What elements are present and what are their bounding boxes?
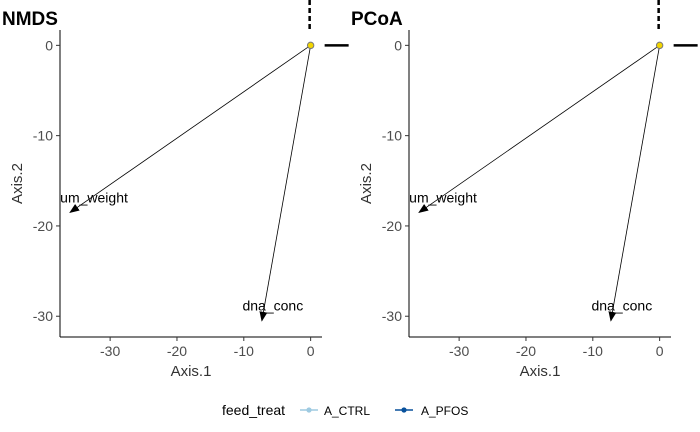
x-axis-title: Axis.1 bbox=[171, 363, 212, 380]
panel-title: NMDS bbox=[2, 9, 58, 30]
x-tick-label: 0 bbox=[307, 343, 315, 359]
panel-pcoa: PCoA -30 -20 -10 0 0 -10 -20 -30 Axis.1 Axis.2 um_w… bbox=[351, 0, 698, 380]
vector-label-um-weight: um_weight bbox=[60, 189, 128, 205]
vector-label-dna-conc: dna_conc bbox=[591, 298, 652, 314]
vector-arrow-dna-conc bbox=[259, 45, 312, 322]
y-tick-label: -20 bbox=[33, 218, 53, 234]
centroid-point bbox=[655, 41, 664, 50]
legend-item-a-ctrl: A_CTRL bbox=[300, 404, 370, 418]
vector-arrow-um-weight bbox=[418, 45, 660, 213]
y-tick-label: -30 bbox=[382, 308, 402, 324]
y-tick-label: -20 bbox=[382, 218, 402, 234]
x-tick-label: -20 bbox=[516, 343, 536, 359]
legend-item-a-pfos: A_PFOS bbox=[395, 404, 468, 418]
x-tick-label: 0 bbox=[656, 343, 664, 359]
vector-label-dna-conc: dna_conc bbox=[242, 298, 303, 314]
y-tick-label: 0 bbox=[394, 37, 402, 53]
vector-arrow-um-weight bbox=[69, 45, 311, 213]
x-axis-title: Axis.1 bbox=[520, 363, 561, 380]
legend-label-a-pfos: A_PFOS bbox=[421, 404, 468, 418]
legend-key-a-ctrl bbox=[306, 407, 312, 413]
x-tick-label: -30 bbox=[449, 343, 469, 359]
y-axis-title: Axis.2 bbox=[9, 163, 26, 204]
x-tick-label: -10 bbox=[583, 343, 603, 359]
legend: feed_treat A_CTRL A_PFOS bbox=[222, 402, 468, 418]
x-tick-label: -10 bbox=[234, 343, 254, 359]
y-tick-label: -10 bbox=[382, 128, 402, 144]
legend-label-a-ctrl: A_CTRL bbox=[324, 404, 370, 418]
y-tick-label: 0 bbox=[45, 37, 53, 53]
x-tick-label: -20 bbox=[167, 343, 187, 359]
legend-key-a-pfos bbox=[401, 407, 407, 413]
centroid-point bbox=[306, 41, 315, 50]
y-tick-label: -30 bbox=[33, 308, 53, 324]
panel-nmds: NMDS -30 -20 -10 0 0 -10 -20 -30 Axis.1 Axis.2 um_w… bbox=[2, 0, 349, 380]
x-tick-label: -30 bbox=[100, 343, 120, 359]
y-tick-label: -10 bbox=[33, 128, 53, 144]
vector-label-um-weight: um_weight bbox=[409, 189, 477, 205]
legend-title: feed_treat bbox=[222, 402, 285, 418]
y-axis-title: Axis.2 bbox=[358, 163, 375, 204]
panel-title: PCoA bbox=[351, 9, 403, 30]
vector-arrow-dna-conc bbox=[608, 45, 661, 322]
